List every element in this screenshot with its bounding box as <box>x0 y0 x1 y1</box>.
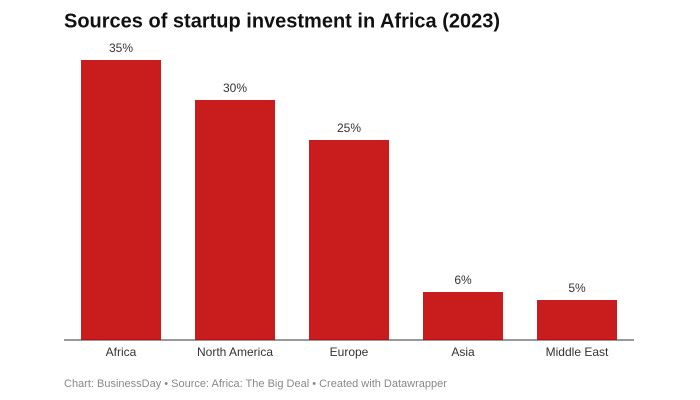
bar <box>423 292 503 340</box>
chart-title: Sources of startup investment in Africa … <box>64 10 500 32</box>
x-tick-label: Europe <box>330 345 369 359</box>
bar <box>537 300 617 340</box>
x-tick-label: Africa <box>106 345 137 359</box>
value-label: 35% <box>109 41 133 55</box>
bar <box>309 140 389 340</box>
footer: Chart: BusinessDay • Source: Africa: The… <box>64 378 447 390</box>
bar <box>81 60 161 340</box>
value-label: 6% <box>454 273 472 287</box>
value-label: 25% <box>337 121 361 135</box>
bar <box>195 100 275 340</box>
x-tick-label: Middle East <box>546 345 609 359</box>
x-tick-label: Asia <box>451 345 475 359</box>
value-label: 5% <box>568 281 586 295</box>
x-tick-label: North America <box>197 345 273 359</box>
value-label: 30% <box>223 81 247 95</box>
